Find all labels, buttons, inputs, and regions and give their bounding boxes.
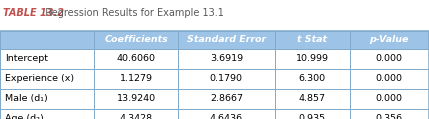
Text: Regression Results for Example 13.1: Regression Results for Example 13.1 <box>39 8 224 18</box>
Bar <box>275 109 350 119</box>
Text: p-Value: p-Value <box>369 35 409 44</box>
Bar <box>275 49 350 69</box>
Text: 1.1279: 1.1279 <box>120 74 153 83</box>
Bar <box>350 109 429 119</box>
Text: 3.6919: 3.6919 <box>210 54 243 63</box>
Text: 0.000: 0.000 <box>376 54 403 63</box>
Bar <box>178 109 275 119</box>
Text: 0.1790: 0.1790 <box>210 74 243 83</box>
Bar <box>0 69 94 89</box>
Text: 2.8667: 2.8667 <box>210 94 243 103</box>
Text: 4.857: 4.857 <box>299 94 326 103</box>
Text: t Stat: t Stat <box>297 35 327 44</box>
Bar <box>275 89 350 109</box>
Bar <box>275 69 350 89</box>
Bar <box>0 31 429 119</box>
Text: Experience (x): Experience (x) <box>5 74 74 83</box>
Bar <box>94 69 178 89</box>
Bar <box>178 31 275 49</box>
Bar <box>0 31 94 49</box>
Text: 0.000: 0.000 <box>376 94 403 103</box>
Text: Age (d₂): Age (d₂) <box>5 114 44 119</box>
Text: 0.935: 0.935 <box>299 114 326 119</box>
Bar <box>94 31 178 49</box>
Bar <box>0 49 94 69</box>
Bar <box>94 89 178 109</box>
Bar <box>94 49 178 69</box>
Text: 0.356: 0.356 <box>376 114 403 119</box>
Bar <box>350 89 429 109</box>
Bar <box>94 109 178 119</box>
Bar <box>0 89 94 109</box>
Bar <box>0 109 94 119</box>
Text: 4.6436: 4.6436 <box>210 114 243 119</box>
Bar <box>178 69 275 89</box>
Text: Male (d₁): Male (d₁) <box>5 94 48 103</box>
Text: 6.300: 6.300 <box>299 74 326 83</box>
Text: 10.999: 10.999 <box>296 54 329 63</box>
Bar <box>178 89 275 109</box>
Text: Standard Error: Standard Error <box>187 35 266 44</box>
Text: 40.6060: 40.6060 <box>117 54 156 63</box>
Text: Intercept: Intercept <box>5 54 48 63</box>
Text: TABLE 13.2: TABLE 13.2 <box>3 8 64 18</box>
Bar <box>350 69 429 89</box>
Text: 13.9240: 13.9240 <box>117 94 156 103</box>
Text: 4.3428: 4.3428 <box>120 114 153 119</box>
Text: Coefficients: Coefficients <box>104 35 168 44</box>
Text: 0.000: 0.000 <box>376 74 403 83</box>
Bar <box>350 31 429 49</box>
Bar <box>350 49 429 69</box>
Bar <box>275 31 350 49</box>
Bar <box>178 49 275 69</box>
